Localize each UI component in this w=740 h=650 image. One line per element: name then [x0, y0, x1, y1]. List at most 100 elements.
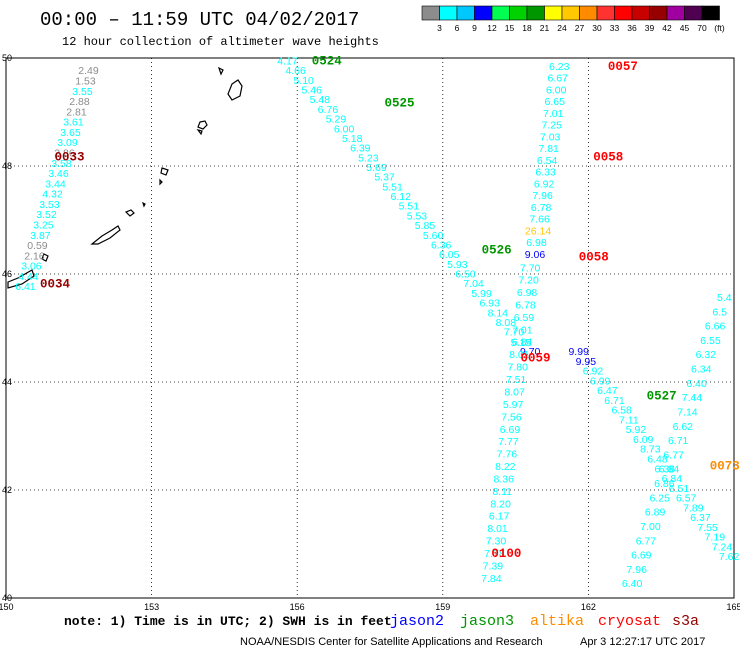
y-tick-label: 44: [2, 377, 12, 387]
pass-time-labels: 0524 0525 0526 0527 0057 0058 0058 0059 0100 0073…: [40, 54, 740, 560]
wave-height-value: 9.70: [520, 346, 541, 358]
pass-time-label: 0526: [482, 243, 512, 257]
satellite-legend-item: altika: [530, 613, 584, 630]
wave-height-value: 6.71: [668, 435, 689, 447]
wave-height-value: 7.62: [719, 551, 740, 563]
wave-height-value: 7.39: [483, 560, 504, 572]
wave-height-value: 2.88: [69, 96, 90, 108]
wave-height-value: 3.61: [63, 117, 84, 129]
wave-height-value: 5.4: [717, 292, 732, 304]
pass-time-label: 0073: [710, 459, 740, 473]
color-scale-legend: 3 6 9 12 15 18 21 24 27 30 33 36 39 42 45 70 (ft): [421, 5, 725, 33]
wave-height-value: 8.08: [496, 317, 517, 329]
wave-height-value: 6.77: [636, 535, 657, 547]
wave-height-value: 3.53: [39, 199, 60, 211]
wave-height-value: 7.96: [532, 190, 553, 202]
wave-height-value: 9.06: [525, 249, 546, 261]
colorbar-label: 30: [592, 23, 602, 33]
wave-height-value: 6.99: [590, 375, 611, 387]
wave-height-value: 6.05: [439, 249, 460, 261]
y-tick-label: 42: [2, 485, 12, 495]
colorbar-label: (ft): [714, 23, 725, 33]
colorbar-swatch: [544, 5, 563, 21]
island-shape: [196, 129, 203, 136]
wave-height-value: 7.89: [683, 502, 704, 514]
wave-height-value: 7.55: [697, 522, 718, 534]
wave-height-value: 7.01: [543, 108, 564, 120]
wave-height-value: 6.50: [455, 269, 476, 281]
satellite-legend-item: jason2: [390, 613, 444, 630]
axis-labels: 150 153 156 159 162 165 50 48 46 44 42 40: [0, 53, 740, 612]
wave-height-value: 3.09: [57, 137, 78, 149]
wave-height-value: 5.18: [342, 133, 363, 145]
wave-height-value: 2.16: [24, 250, 45, 262]
colorbar-label: 70: [697, 23, 707, 33]
wave-height-value: 6.76: [318, 104, 339, 116]
wave-height-value: 3.44: [45, 178, 66, 190]
wave-height-value: 6.54: [537, 155, 558, 167]
wave-height-value: 8.22: [495, 461, 516, 473]
wave-height-value: 26.14: [525, 225, 551, 237]
wave-height-value: 4.66: [285, 65, 306, 77]
wave-height-value: 5.51: [382, 181, 403, 193]
wave-height-value: 6.77: [663, 449, 684, 461]
wave-height-value: 6.32: [696, 349, 717, 361]
colorbar-swatch: [631, 5, 650, 21]
wave-height-value: 6.69: [631, 550, 652, 562]
wave-height-value: 8.07: [504, 387, 525, 399]
wave-height-value: 1.53: [75, 75, 96, 87]
colorbar-swatch: [456, 5, 475, 21]
wave-height-value: 7.51: [506, 374, 527, 386]
wave-height-value: 5.10: [293, 75, 314, 87]
wave-height-value: 7.76: [497, 449, 518, 461]
colorbar-swatch: [579, 5, 598, 21]
wave-height-value: 6.62: [673, 421, 694, 433]
satellite-legend-item: jason3: [460, 613, 514, 630]
wave-height-value: 6.51: [669, 483, 690, 495]
units-note: note: 1) Time is in UTC; 2) SWH is in fe…: [64, 614, 392, 629]
colorbar-label: 39: [645, 23, 655, 33]
wave-height-value: 5.69: [366, 162, 387, 174]
wave-height-value: 5.23: [358, 152, 379, 164]
wave-height-value: 5.29: [326, 114, 347, 126]
colorbar-label: 6: [455, 23, 460, 33]
x-tick-label: 150: [0, 602, 14, 612]
wave-height-value: 6.84: [659, 464, 680, 476]
wave-height-value: 7.66: [529, 214, 550, 226]
figure-title: 00:00 – 11:59 UTC 04/02/2017: [40, 9, 359, 31]
altimeter-tracks: 6.414.443.062.160.593.873.253.523.534.32…: [15, 55, 739, 590]
wave-height-value: 6.09: [633, 434, 654, 446]
colorbar-swatch: [526, 5, 545, 21]
colorbar-label: 42: [662, 23, 672, 33]
wave-height-value: 6.40: [686, 378, 707, 390]
wave-height-value: 7.81: [538, 143, 559, 155]
colorbar-label: 3: [437, 23, 442, 33]
satellite-legend-item: cryosat: [598, 613, 661, 630]
colorbar-swatch: [474, 5, 493, 21]
map-panel: 6.414.443.062.160.593.873.253.523.534.32…: [5, 54, 740, 599]
pass-time-label: 0057: [608, 60, 638, 74]
pass-time-label: 0524: [312, 54, 343, 68]
island-shape: [90, 225, 121, 245]
wave-height-value: 9.95: [576, 356, 597, 368]
figure-subtitle: 12 hour collection of altimeter wave hei…: [62, 35, 379, 49]
y-tick-label: 50: [2, 53, 12, 63]
colorbar-label: 18: [522, 23, 532, 33]
island-shape: [41, 253, 49, 262]
y-tick-label: 48: [2, 161, 12, 171]
wave-height-value: 6.93: [479, 298, 500, 310]
colorbar-swatch: [684, 5, 703, 21]
wave-height-value: 6.78: [515, 300, 536, 312]
generated-timestamp: Apr 3 12:27:17 UTC 2017: [580, 636, 705, 648]
wave-height-value: 7.19: [705, 532, 726, 544]
pass-time-label: 0058: [579, 251, 609, 265]
island-shape: [160, 167, 169, 176]
wave-height-value: 8.01: [509, 349, 530, 361]
pass-time-label: 0059: [520, 351, 550, 365]
wave-height-value: 3.55: [72, 86, 93, 98]
wave-height-value: 2.81: [66, 106, 87, 118]
satellite-legend-item: s3a: [672, 613, 699, 630]
island-shape: [141, 201, 146, 208]
wave-height-value: 6.98: [526, 237, 547, 249]
colorbar-label: 45: [680, 23, 690, 33]
